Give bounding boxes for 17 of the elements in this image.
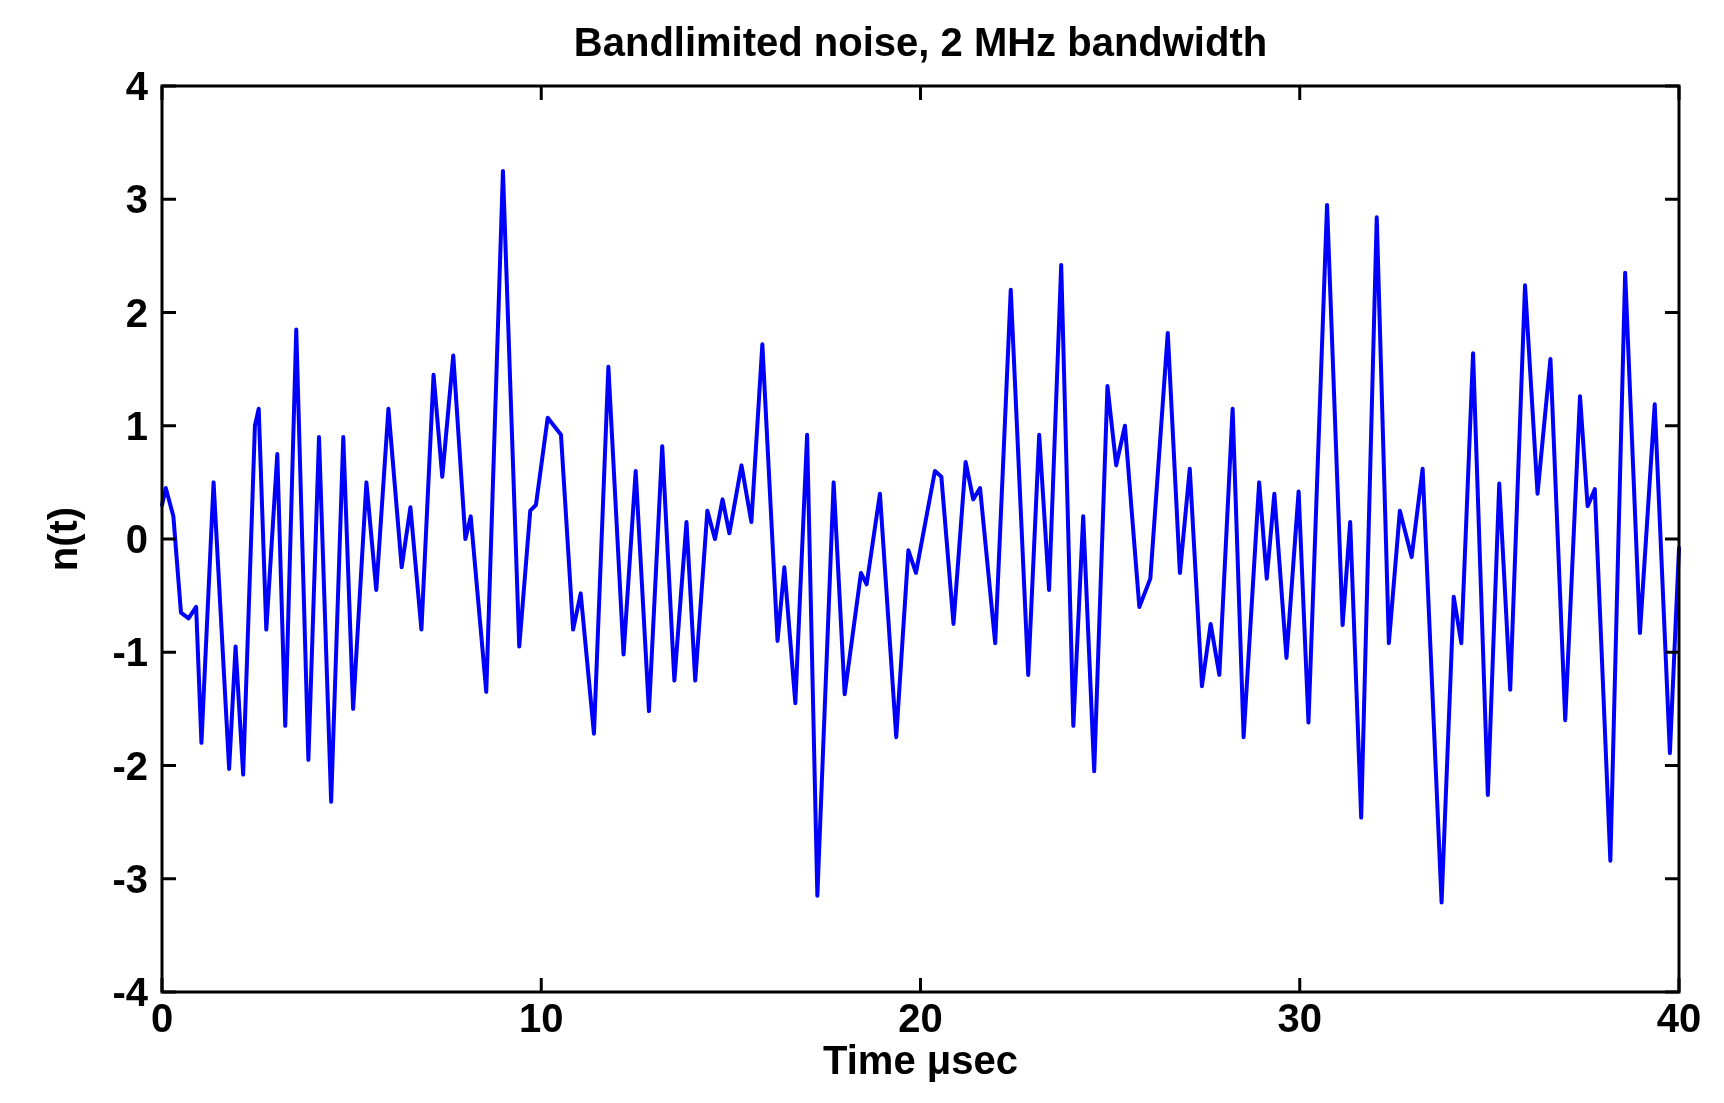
y-tick-label: -4 (112, 970, 149, 1014)
y-tick-label: -3 (112, 856, 148, 901)
y-axis-title: n(t) (41, 506, 85, 572)
x-tick-label: 30 (1277, 996, 1322, 1040)
x-tick-label: 10 (519, 996, 564, 1040)
y-tick-label: 3 (125, 177, 148, 222)
y-tick-label: -1 (112, 630, 148, 675)
x-axis-title: Time μsec (823, 1038, 1018, 1082)
y-tick-label: 0 (125, 517, 148, 561)
y-tick-label: -2 (112, 743, 148, 788)
y-tick-label: 1 (125, 403, 148, 448)
line-series (160, 168, 1681, 905)
y-tick-label: 4 (125, 64, 149, 108)
x-tick-label: 20 (898, 996, 943, 1040)
y-tick-label: 2 (125, 290, 148, 335)
x-tick-label: 40 (1656, 996, 1702, 1040)
chart-title: Bandlimited noise, 2 MHz bandwidth (573, 20, 1268, 64)
